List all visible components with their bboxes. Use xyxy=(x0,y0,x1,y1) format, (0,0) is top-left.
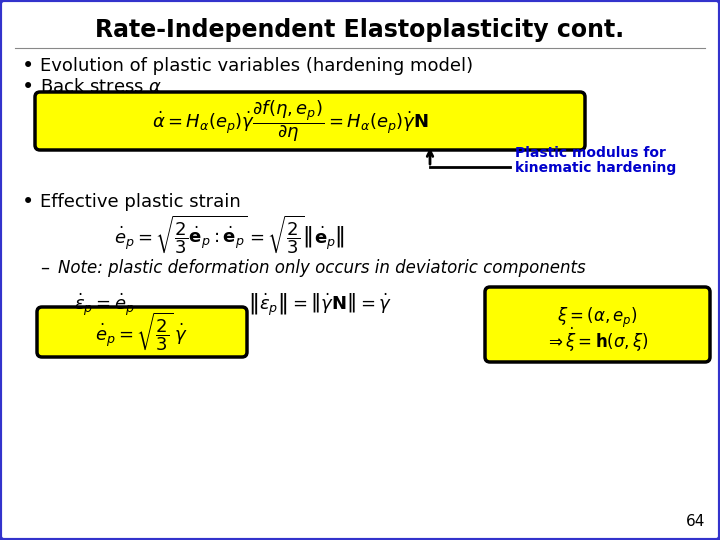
Text: Evolution of plastic variables (hardening model): Evolution of plastic variables (hardenin… xyxy=(40,57,473,75)
FancyBboxPatch shape xyxy=(485,287,710,362)
Text: Note: plastic deformation only occurs in deviatoric components: Note: plastic deformation only occurs in… xyxy=(58,259,585,277)
Text: kinematic hardening: kinematic hardening xyxy=(515,161,676,175)
FancyBboxPatch shape xyxy=(37,307,247,357)
Text: $\xi = (\alpha, e_p)$: $\xi = (\alpha, e_p)$ xyxy=(557,306,637,330)
Text: $\dot{e}_p = \sqrt{\dfrac{2}{3}}\,\dot{\gamma}$: $\dot{e}_p = \sqrt{\dfrac{2}{3}}\,\dot{\… xyxy=(95,311,189,353)
Text: 64: 64 xyxy=(685,515,705,530)
Text: •: • xyxy=(22,192,35,212)
Text: Plastic modulus for: Plastic modulus for xyxy=(515,146,666,160)
Text: Effective plastic strain: Effective plastic strain xyxy=(40,193,240,211)
Text: $\dot{\varepsilon}_p = \dot{e}_p$: $\dot{\varepsilon}_p = \dot{e}_p$ xyxy=(74,292,135,318)
Text: $\Rightarrow \dot{\xi} = \mathbf{h}(\sigma, \xi)$: $\Rightarrow \dot{\xi} = \mathbf{h}(\sig… xyxy=(545,326,649,354)
Text: Rate-Independent Elastoplasticity cont.: Rate-Independent Elastoplasticity cont. xyxy=(96,18,624,42)
FancyBboxPatch shape xyxy=(35,92,585,150)
Text: $\dot{e}_p = \sqrt{\dfrac{2}{3}\dot{\mathbf{e}}_p : \dot{\mathbf{e}}_p} = \sqrt{: $\dot{e}_p = \sqrt{\dfrac{2}{3}\dot{\mat… xyxy=(114,214,346,256)
Text: $\dot{\alpha} = H_\alpha(e_p)\dot{\gamma}\dfrac{\partial f(\eta,e_p)}{\partial \: $\dot{\alpha} = H_\alpha(e_p)\dot{\gamma… xyxy=(152,98,428,144)
Text: $\left\|\dot{\varepsilon}_p\right\| = \left\|\dot{\gamma}\mathbf{N}\right\| = \d: $\left\|\dot{\varepsilon}_p\right\| = \l… xyxy=(248,292,392,318)
Text: •: • xyxy=(22,77,35,97)
Text: Back stress $\alpha$: Back stress $\alpha$ xyxy=(40,78,163,96)
Text: –: – xyxy=(40,259,49,277)
Text: •: • xyxy=(22,56,35,76)
